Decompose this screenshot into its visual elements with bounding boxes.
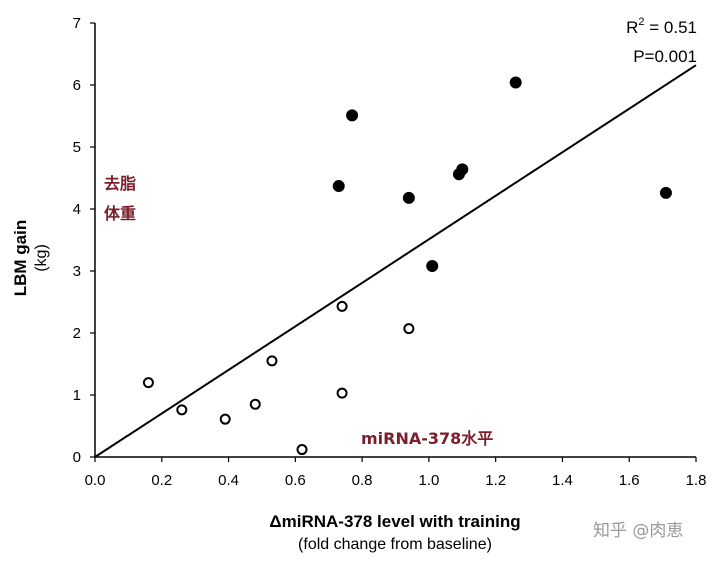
x-axis-title: ΔmiRNA-378 level with training xyxy=(269,512,520,531)
open-data-point xyxy=(176,404,188,416)
x-tick-label: 1.6 xyxy=(619,472,640,489)
y-axis-subtitle: (kg) xyxy=(33,244,50,272)
x-tick-label: 1.4 xyxy=(552,472,573,489)
x-axis-subtitle: (fold change from baseline) xyxy=(298,536,492,553)
filled-data-point xyxy=(346,109,359,122)
axes xyxy=(94,23,696,458)
filled-data-point xyxy=(509,76,522,89)
x-tick-label: 0.6 xyxy=(285,472,306,489)
open-data-point xyxy=(336,387,348,399)
x-tick-label: 0.2 xyxy=(151,472,172,489)
x-tick-label: 1.8 xyxy=(686,472,707,489)
open-data-point xyxy=(403,323,415,335)
y-tick-label: 1 xyxy=(73,387,81,404)
open-data-point xyxy=(249,398,261,410)
open-data-point xyxy=(266,355,278,367)
y-tick-label: 3 xyxy=(73,263,81,280)
y-axis-ticks: 0 1 2 3 4 5 6 7 xyxy=(73,15,95,466)
open-data-point xyxy=(142,377,154,389)
y-tick-label: 0 xyxy=(73,449,81,466)
watermark: 知乎 @肉恵 xyxy=(593,521,683,541)
annotation-mirna-level: miRNA-378水平 xyxy=(361,429,493,448)
filled-data-point xyxy=(332,180,345,193)
x-tick-label: 0.8 xyxy=(352,472,373,489)
open-data-point xyxy=(219,413,231,425)
y-axis-title: LBM gain xyxy=(11,220,30,297)
y-tick-label: 6 xyxy=(73,77,81,94)
r-squared-label: R2 = 0.51 xyxy=(626,16,697,37)
annotation-lean-mass-line2: 体重 xyxy=(104,204,136,223)
r-squared-r: R xyxy=(626,18,638,37)
y-tick-label: 2 xyxy=(73,325,81,342)
regression-line xyxy=(94,64,697,458)
y-tick-label: 4 xyxy=(73,201,81,218)
r-squared-superscript: 2 xyxy=(638,16,644,28)
r-squared-value: = 0.51 xyxy=(645,18,697,37)
y-tick-label: 7 xyxy=(73,15,81,32)
filled-data-point xyxy=(402,191,415,204)
x-tick-label: 1.0 xyxy=(418,472,439,489)
annotation-lean-mass-line1: 去脂 xyxy=(104,174,136,193)
x-tick-label: 0.0 xyxy=(85,472,106,489)
open-data-point xyxy=(336,300,348,312)
x-tick-label: 1.2 xyxy=(485,472,506,489)
x-axis-ticks: 0.0 0.2 0.4 0.6 0.8 1.0 1.2 1.4 1.6 1.8 xyxy=(85,457,707,489)
x-tick-label: 0.4 xyxy=(218,472,239,489)
filled-data-point xyxy=(426,260,439,273)
y-tick-label: 5 xyxy=(73,139,81,156)
data-points xyxy=(142,76,672,456)
open-data-point xyxy=(296,444,308,456)
filled-data-point xyxy=(456,163,469,176)
filled-data-point xyxy=(659,186,672,199)
p-value-label: P=0.001 xyxy=(633,47,697,66)
